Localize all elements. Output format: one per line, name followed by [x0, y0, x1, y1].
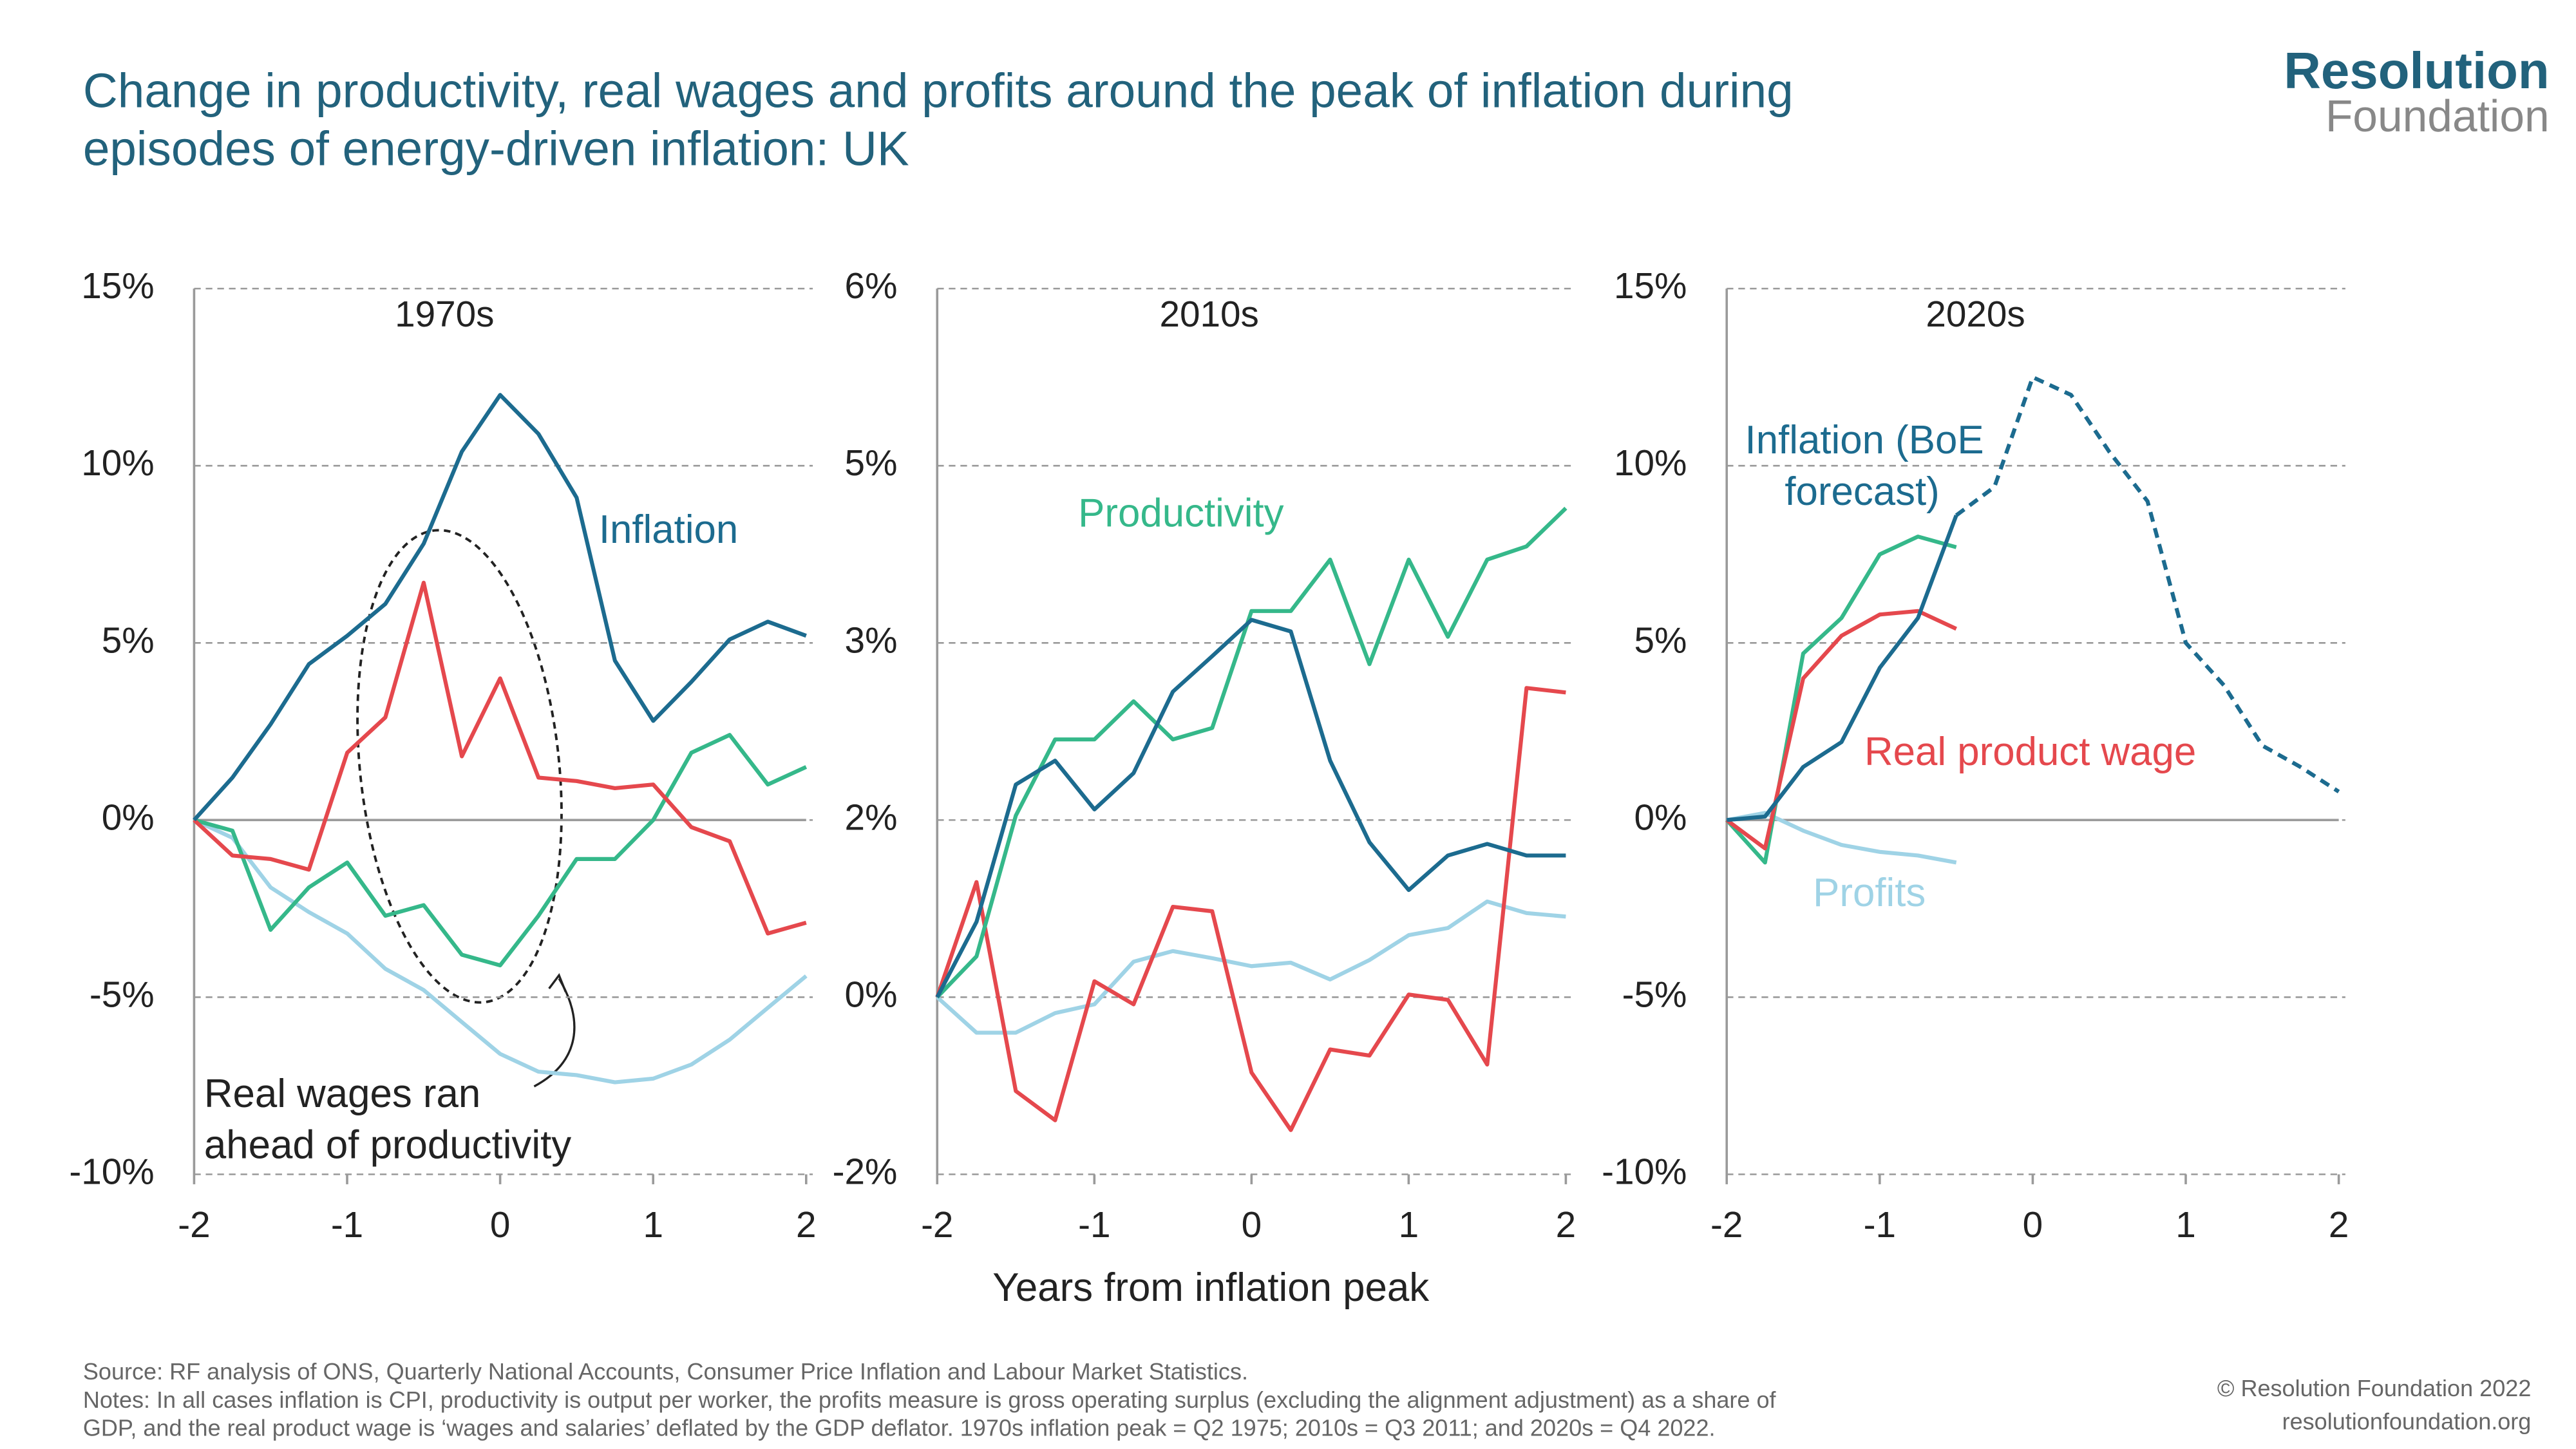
title: Change in productivity, real wages and p… [83, 64, 1794, 118]
y-tick-label: 10% [1614, 443, 1687, 484]
y-tick-label: -5% [1622, 974, 1687, 1015]
y-tick-label: 2% [845, 797, 898, 838]
series-line [935, 686, 1566, 1132]
series-line [193, 393, 807, 822]
series-label: Inflation (BoE [1745, 418, 1984, 462]
annotation-arrow [533, 978, 576, 1088]
y-tick-label: 3% [845, 620, 898, 661]
x-tick-label: 0 [2023, 1205, 2043, 1245]
panel-title: 2020s [1926, 294, 2025, 335]
logo: Foundation [2325, 91, 2550, 141]
series-label: Inflation [599, 507, 738, 552]
title: episodes of energy-driven inflation: UK [83, 122, 909, 176]
x-tick-label: -1 [1078, 1205, 1110, 1245]
series-line [1726, 811, 1957, 865]
y-tick-label: 5% [1634, 620, 1687, 661]
panel-title: 2010s [1159, 294, 1258, 335]
y-tick-label: 0% [102, 797, 155, 838]
series-line [193, 580, 807, 936]
x-tick-label: 2 [1556, 1205, 1577, 1245]
y-tick-label: -10% [69, 1151, 154, 1192]
x-tick-label: 1 [2175, 1205, 2196, 1245]
y-tick-label: 6% [845, 266, 898, 307]
y-tick-label: 5% [102, 620, 155, 661]
x-axis-label: Years from inflation peak [992, 1265, 1429, 1310]
x-tick-label: 1 [643, 1205, 663, 1245]
series-line [193, 818, 808, 1084]
x-tick-label: -2 [921, 1205, 953, 1245]
y-tick-label: 0% [845, 974, 898, 1015]
website: resolutionfoundation.org [2282, 1408, 2532, 1434]
y-tick-label: 5% [845, 443, 898, 484]
annotation: ahead of productivity [204, 1123, 571, 1168]
annotation: Real wages ran [204, 1072, 480, 1116]
x-tick-label: 2 [2329, 1205, 2349, 1245]
y-tick-label: 15% [1614, 266, 1687, 307]
panel-title: 1970s [395, 294, 494, 335]
y-tick-label: -5% [90, 974, 155, 1015]
y-tick-label: 15% [81, 266, 154, 307]
notes: Notes: In all cases inflation is CPI, pr… [83, 1387, 1777, 1413]
series-line [936, 899, 1566, 1035]
x-tick-label: 0 [1242, 1205, 1262, 1245]
series-label: forecast) [1785, 469, 1939, 514]
copyright: © Resolution Foundation 2022 [2217, 1375, 2532, 1401]
notes: GDP, and the real product wage is ‘wages… [83, 1415, 1716, 1441]
series-line [935, 618, 1566, 998]
x-tick-label: 1 [1399, 1205, 1419, 1245]
y-tick-label: -2% [833, 1151, 898, 1192]
series-label: Real product wage [1864, 730, 2196, 774]
series-label: Profits [1813, 871, 1926, 915]
x-tick-label: -2 [1710, 1205, 1743, 1245]
y-tick-label: -10% [1602, 1151, 1687, 1192]
series-label: Productivity [1078, 491, 1283, 535]
logo: Resolution [2284, 42, 2549, 99]
source: Source: RF analysis of ONS, Quarterly Na… [83, 1358, 1248, 1385]
series-line [1955, 375, 2340, 793]
x-tick-label: 2 [796, 1205, 817, 1245]
x-tick-label: -2 [178, 1205, 210, 1245]
series-line [1725, 535, 1957, 865]
annotation-ellipse [356, 529, 563, 1004]
series-line [1726, 515, 1958, 822]
series-line [936, 506, 1567, 999]
series-line [1725, 609, 1957, 851]
y-tick-label: 0% [1634, 797, 1687, 838]
x-tick-label: -1 [331, 1205, 363, 1245]
x-tick-label: -1 [1864, 1205, 1896, 1245]
annotation-arrow [548, 973, 567, 992]
x-tick-label: 0 [490, 1205, 511, 1245]
series-line [193, 733, 808, 968]
y-tick-label: 10% [81, 443, 154, 484]
